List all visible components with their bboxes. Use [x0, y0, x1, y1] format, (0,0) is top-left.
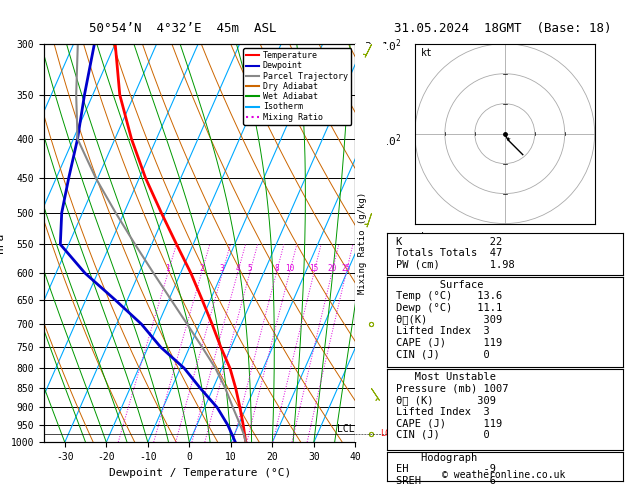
Text: 2: 2 — [199, 264, 204, 273]
Text: 3: 3 — [220, 264, 225, 273]
Text: LCL: LCL — [381, 429, 396, 438]
Text: 50°54’N  4°32’E  45m  ASL: 50°54’N 4°32’E 45m ASL — [89, 22, 276, 35]
Text: 20: 20 — [327, 264, 337, 273]
Text: 10: 10 — [285, 264, 294, 273]
Text: Mixing Ratio (g/kg): Mixing Ratio (g/kg) — [358, 192, 367, 294]
Text: 1: 1 — [165, 264, 170, 273]
Y-axis label: hPa: hPa — [0, 233, 5, 253]
Text: kt: kt — [421, 48, 433, 58]
Text: © weatheronline.co.uk: © weatheronline.co.uk — [442, 470, 565, 480]
Legend: Temperature, Dewpoint, Parcel Trajectory, Dry Adiabat, Wet Adiabat, Isotherm, Mi: Temperature, Dewpoint, Parcel Trajectory… — [243, 48, 351, 125]
X-axis label: Dewpoint / Temperature (°C): Dewpoint / Temperature (°C) — [109, 468, 291, 478]
Text: 25: 25 — [342, 264, 351, 273]
Text: Most Unstable
Pressure (mb) 1007
θᴇ (K)       309
Lifted Index  3
CAPE (J)      : Most Unstable Pressure (mb) 1007 θᴇ (K) … — [396, 372, 509, 440]
Text: 8: 8 — [274, 264, 279, 273]
Y-axis label: km
ASL: km ASL — [418, 232, 435, 254]
Text: 15: 15 — [309, 264, 318, 273]
Text: LCL: LCL — [337, 424, 354, 434]
Text: 31.05.2024  18GMT  (Base: 18): 31.05.2024 18GMT (Base: 18) — [394, 22, 612, 35]
Text: Surface
Temp (°C)    13.6
Dewp (°C)    11.1
θᴇ(K)         309
Lifted Index  3
CA: Surface Temp (°C) 13.6 Dewp (°C) 11.1 θᴇ… — [396, 280, 503, 359]
Text: 4: 4 — [235, 264, 240, 273]
Text: 5: 5 — [247, 264, 252, 273]
Text: Hodograph
EH            -9
SREH          -6
StmDir        305°
StmSpd (kt)   5: Hodograph EH -9 SREH -6 StmDir 305° StmS… — [396, 453, 509, 486]
Text: ★: ★ — [505, 134, 510, 143]
Text: K              22
Totals Totals  47
PW (cm)        1.98: K 22 Totals Totals 47 PW (cm) 1.98 — [396, 237, 515, 270]
